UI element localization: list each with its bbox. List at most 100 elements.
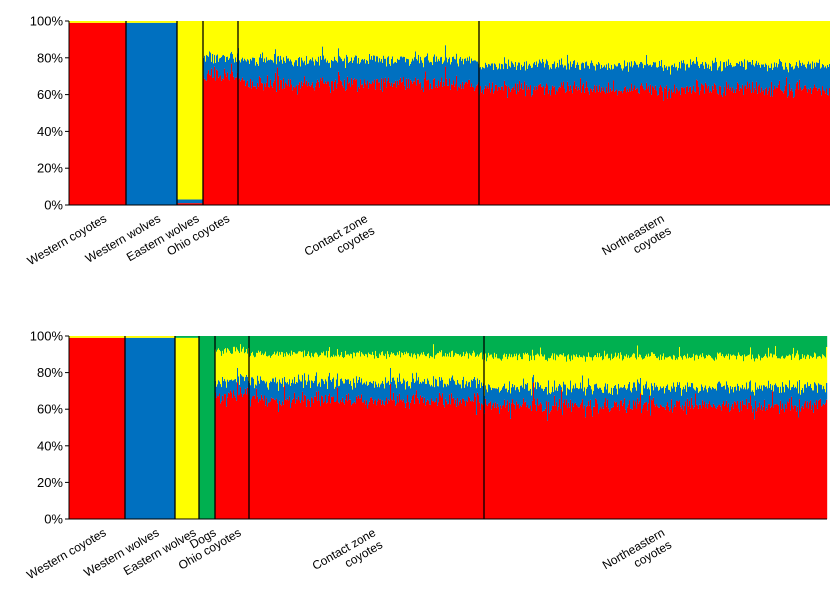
bar-segment [211,68,213,205]
bar-segment [643,21,645,69]
bar-segment [753,65,755,93]
bar-segment [669,411,671,519]
bar-segment [810,63,812,88]
bar-segment [623,359,625,388]
bar-segment [313,61,315,88]
bar-segment [150,21,152,23]
bar-segment [563,21,565,68]
bar-segment [96,22,98,206]
bar-segment [287,85,289,205]
bar-segment [700,21,702,65]
bar-segment [379,387,381,400]
bar-segment [346,54,348,90]
bar-segment [235,21,237,58]
bar-segment [481,382,483,404]
bar-segment [400,56,402,78]
bar-segment [209,74,211,205]
bar-segment [159,22,161,206]
bar-segment [745,356,747,390]
bar-segment [131,337,133,519]
bar-segment [85,337,87,519]
bar-segment [354,352,356,383]
bar-segment [416,85,418,205]
bar-segment [200,203,202,205]
bar-segment [315,396,317,519]
bar-segment [743,21,745,67]
bar-segment [408,59,410,79]
bar-segment [500,405,502,519]
bar-segment [431,336,433,357]
bar-segment [166,337,168,519]
bar-segment [303,387,305,402]
bar-segment [363,402,365,519]
bar-segment [736,404,738,519]
bar-segment [284,385,286,519]
bar-segment [794,357,796,388]
bar-segment [577,387,579,407]
bar-segment [235,336,237,352]
bar-segment [693,60,695,86]
bar-segment [800,359,802,395]
bar-segment [394,83,396,205]
bar-segment [220,21,222,58]
bar-segment [798,21,800,68]
bar-segment [722,386,724,404]
bar-segment [580,404,582,519]
bar-segment [387,382,389,404]
bar-segment [575,402,577,519]
bar-segment [667,402,669,519]
bar-segment [273,378,275,399]
bar-segment [758,86,760,205]
bar-segment [725,67,727,96]
bar-segment [369,54,371,83]
bar-segment [423,381,425,403]
bar-segment [559,59,561,87]
bar-segment [544,388,546,411]
bar-segment [586,336,588,357]
bar-segment [643,68,645,89]
bar-segment [185,336,187,338]
bar-segment [629,336,631,359]
bar-segment [317,400,319,519]
bar-segment [605,383,607,399]
bar-segment [108,21,110,23]
bar-segment [280,404,282,519]
bar-segment [399,373,401,394]
bar-segment [452,336,454,351]
bar-segment [444,356,446,384]
bar-segment [757,21,759,65]
bar-segment [344,404,346,519]
bar-segment [350,336,352,354]
bar-segment [486,64,488,89]
bar-segment [399,21,401,60]
bar-segment [105,336,107,338]
bar-segment [548,93,550,205]
bar-segment [649,356,651,390]
bar-segment [749,354,751,382]
bar-segment [556,402,558,519]
bar-segment [327,60,329,82]
bar-segment [685,401,687,519]
bar-segment [449,394,451,519]
bar-segment [390,85,392,205]
bar-segment [383,336,385,356]
bar-segment [761,336,763,358]
bar-segment [536,389,538,412]
bar-segment [785,21,787,63]
bar-segment [212,77,214,205]
bar-segment [522,336,524,360]
bar-segment [197,203,199,205]
bar-segment [709,355,711,387]
bar-segment [532,400,534,519]
bar-segment [379,336,381,354]
bar-segment [252,336,254,352]
bar-segment [386,21,388,67]
bar-segment [608,336,610,359]
bar-segment [288,58,290,80]
bar-segment [670,356,672,392]
bar-segment [597,21,599,65]
bar-segment [353,378,355,404]
bar-segment [718,405,720,519]
bar-segment [760,21,762,68]
bar-segment [485,85,487,205]
